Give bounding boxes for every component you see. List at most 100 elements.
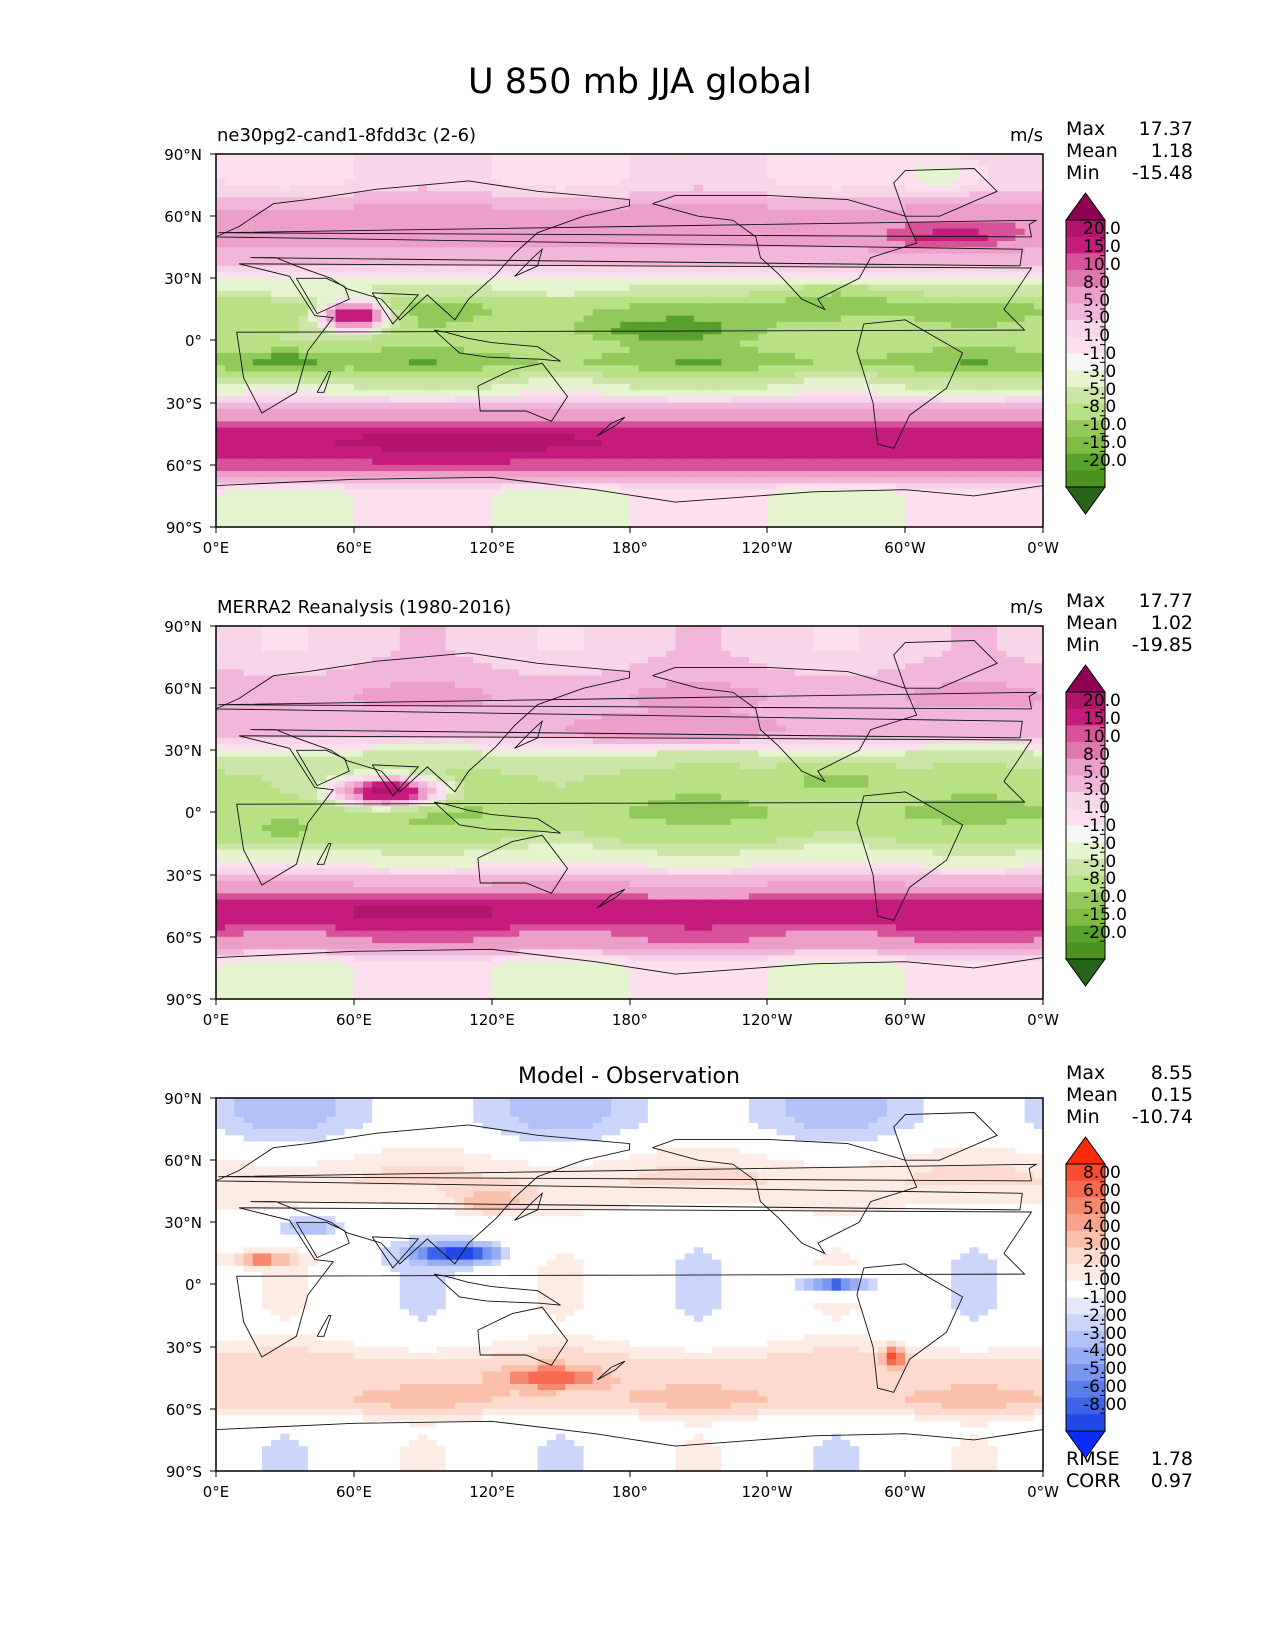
field-cell [298, 427, 309, 435]
field-cell [868, 371, 879, 379]
field-cell [850, 433, 860, 441]
field-cell [712, 402, 722, 410]
field-cell [647, 259, 658, 267]
field-cell [555, 172, 566, 180]
field-cell [914, 172, 925, 180]
field-cell [712, 272, 722, 279]
field-cell [647, 315, 658, 323]
field-cell [271, 253, 281, 261]
field-cell [960, 371, 971, 379]
field-cell [730, 309, 741, 317]
field-cell [1033, 315, 1043, 323]
field-cell [638, 290, 649, 298]
field-cell [629, 477, 640, 485]
field-cell [712, 197, 722, 205]
field-cell [721, 154, 732, 161]
field-cell [583, 471, 594, 478]
field-cell [1006, 427, 1017, 435]
field-cell [960, 197, 971, 205]
field-cell [868, 222, 879, 230]
field-cell [748, 427, 759, 435]
field-cell [840, 228, 851, 236]
field-cell [1033, 303, 1043, 311]
field-cell [620, 197, 631, 205]
field-cell [519, 265, 530, 273]
field-cell [445, 247, 456, 255]
field-cell [721, 384, 732, 391]
field-cell [776, 458, 787, 466]
field-cell [372, 359, 382, 366]
field-cell [390, 452, 401, 460]
field-cell [721, 458, 732, 466]
field-cell [813, 352, 824, 360]
field-cell [546, 359, 557, 366]
field-cell [500, 390, 511, 398]
field-cell [822, 452, 833, 460]
field-cell [326, 172, 337, 180]
field-cell [317, 296, 327, 304]
field-cell [831, 203, 842, 211]
field-cell [399, 458, 410, 466]
field-cell [1006, 234, 1017, 242]
field-cell [703, 471, 713, 478]
field-cell [758, 471, 768, 478]
field-cell [381, 421, 392, 429]
field-cell [528, 483, 539, 491]
field-cell [317, 377, 327, 385]
field-cell [767, 433, 778, 441]
field-cell [363, 352, 373, 360]
field-cell [794, 154, 805, 161]
field-cell [427, 197, 438, 205]
field-cell [491, 396, 502, 404]
field-cell [583, 352, 594, 360]
field-cell [987, 166, 998, 174]
field-cell [574, 172, 585, 180]
field-cell [666, 377, 677, 385]
field-cell [703, 427, 713, 435]
field-cell [399, 241, 410, 248]
field-cell [335, 446, 346, 453]
field-cell [454, 359, 465, 366]
field-cell [969, 234, 980, 242]
field-cell [895, 346, 906, 354]
field-cell [326, 315, 337, 323]
field-cell [997, 458, 1007, 466]
field-cell [574, 446, 585, 453]
field-cell [473, 346, 484, 354]
field-cell [1024, 402, 1035, 410]
field-cell [840, 265, 851, 273]
field-cell [730, 278, 741, 286]
field-cell [969, 203, 980, 211]
field-cell [555, 234, 566, 242]
field-cell [1024, 278, 1035, 286]
field-cell [785, 359, 796, 366]
field-cell [703, 222, 713, 230]
field-cell [739, 172, 750, 180]
field-cell [399, 166, 410, 174]
field-cell [850, 303, 860, 311]
field-cell [454, 228, 465, 236]
field-cell [620, 272, 631, 279]
field-cell [353, 489, 364, 497]
field-cell [537, 296, 548, 304]
field-cell [528, 384, 539, 391]
field-cell [510, 427, 520, 435]
field-cell [289, 371, 300, 379]
field-cell [261, 346, 272, 354]
field-cell [951, 384, 961, 391]
field-cell [969, 402, 980, 410]
field-cell [1006, 191, 1017, 199]
field-cell [850, 452, 860, 460]
field-cell [951, 352, 961, 360]
field-cell [886, 253, 897, 261]
field-cell [436, 172, 447, 180]
field-cell [638, 377, 649, 385]
field-cell [794, 464, 805, 472]
field-cell [997, 328, 1007, 335]
field-cell [969, 241, 980, 248]
field-cell [565, 303, 575, 311]
field-cell [1015, 433, 1026, 441]
field-cell [271, 259, 281, 267]
field-cell [317, 408, 327, 416]
field-cell [951, 272, 961, 279]
